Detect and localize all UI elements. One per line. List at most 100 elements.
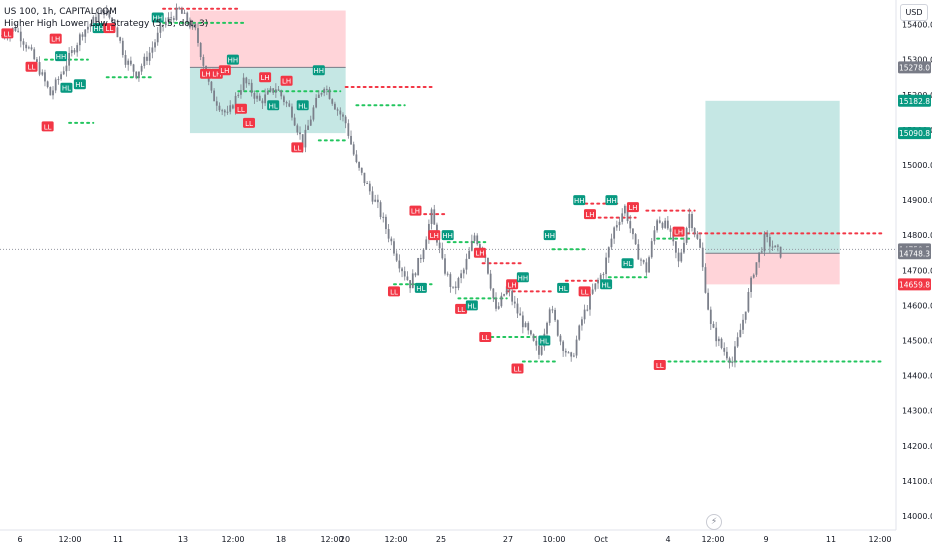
- pivot-label-ll: LL: [234, 103, 247, 114]
- candle-body: [597, 279, 599, 284]
- pivot-label-lh: LH: [218, 65, 231, 76]
- candle-body: [640, 259, 642, 261]
- pivot-label-hl: HL: [465, 300, 478, 311]
- candle-body: [269, 88, 272, 91]
- svg-text:14748.3: 14748.3: [899, 249, 930, 258]
- svg-text:HL: HL: [623, 260, 632, 268]
- price-tick: 14900.0: [902, 196, 932, 205]
- candle-body: [744, 311, 747, 320]
- candle-body: [371, 191, 374, 202]
- price-tick: 15400.0: [902, 21, 932, 30]
- candle-body: [752, 274, 755, 278]
- tradingview-logo-icon[interactable]: ⚡: [706, 514, 722, 530]
- candle-body: [760, 251, 763, 253]
- candle-body: [666, 220, 669, 229]
- candle-body: [175, 7, 178, 20]
- svg-text:LL: LL: [656, 362, 664, 370]
- candle-body: [664, 220, 667, 228]
- price-tick: 14800.0: [902, 231, 932, 240]
- pivot-label-hh: HH: [573, 195, 586, 206]
- candle-body: [779, 246, 782, 258]
- candle-body: [717, 338, 720, 342]
- candle-body: [417, 257, 420, 276]
- candle-body: [229, 105, 232, 112]
- candle-body: [521, 315, 524, 328]
- candle-body: [742, 319, 744, 330]
- candle-body: [709, 309, 712, 324]
- pivot-label-hl: HL: [557, 282, 570, 293]
- pivot-label-ll: LL: [578, 286, 591, 297]
- time-axis[interactable]: 6 12:00 11 13 12:00 18 12:00 20 12:00 25 27 10:00 Oc…: [0, 532, 932, 550]
- candle-body: [240, 90, 242, 95]
- pivot-label-ll: LL: [479, 331, 492, 342]
- svg-text:HH: HH: [93, 25, 104, 33]
- time-tick: 12:00: [58, 535, 82, 544]
- candle-body: [637, 244, 640, 260]
- svg-text:HL: HL: [62, 85, 71, 93]
- candle-body: [266, 90, 269, 95]
- candle-body: [81, 34, 84, 37]
- candle-body: [387, 229, 390, 239]
- candle-body: [750, 277, 752, 292]
- candle-body: [685, 227, 688, 243]
- candle-body: [317, 94, 320, 98]
- candle-body: [309, 119, 312, 126]
- price-tick: 15000.0: [902, 161, 932, 170]
- price-badge: 15182.8: [898, 94, 931, 107]
- candle-body: [715, 327, 718, 342]
- svg-text:HH: HH: [152, 15, 163, 23]
- svg-text:HH: HH: [228, 57, 239, 65]
- currency-button[interactable]: USD: [900, 4, 928, 21]
- candle-body: [382, 216, 385, 218]
- candle-body: [441, 248, 444, 259]
- candle-body: [57, 79, 60, 81]
- candle-body: [221, 110, 224, 112]
- time-tick: 12:00: [868, 535, 892, 544]
- candle-body: [594, 283, 597, 290]
- candle-body: [129, 60, 132, 65]
- candle-body: [194, 23, 197, 29]
- candle-body: [89, 24, 92, 27]
- svg-text:LL: LL: [581, 288, 589, 296]
- candle-body: [658, 220, 661, 223]
- svg-text:LH: LH: [585, 211, 594, 219]
- candle-body: [503, 294, 505, 296]
- candle-body: [511, 290, 514, 302]
- candle-body: [360, 167, 363, 173]
- price-badge: 14748.3: [898, 247, 931, 260]
- svg-text:LH: LH: [430, 232, 439, 240]
- candle-body: [586, 309, 589, 311]
- svg-text:LH: LH: [508, 281, 517, 289]
- candle-body: [519, 313, 522, 316]
- svg-text:LH: LH: [201, 71, 210, 79]
- candle-body: [473, 235, 476, 241]
- candle-body: [132, 64, 135, 72]
- pivot-label-hh: HH: [441, 230, 454, 241]
- candle-body: [189, 22, 191, 28]
- candle-body: [495, 298, 497, 309]
- svg-text:HL: HL: [602, 281, 611, 289]
- candle-body: [538, 345, 540, 355]
- candle-body: [564, 350, 567, 353]
- pivot-label-ll: LL: [1, 28, 14, 38]
- candle-body: [138, 71, 140, 79]
- candle-body: [183, 12, 186, 14]
- pivot-label-lh: LH: [506, 279, 519, 290]
- candle-body: [736, 337, 739, 347]
- svg-text:LL: LL: [481, 334, 489, 342]
- candle-body: [97, 14, 100, 23]
- pivot-label-ll: LL: [653, 360, 666, 371]
- candle-body: [76, 45, 79, 53]
- svg-text:15182.8: 15182.8: [899, 97, 930, 106]
- candle-body: [379, 202, 382, 217]
- candle-body: [280, 90, 283, 97]
- candle-body: [422, 249, 425, 260]
- candle-body: [723, 347, 726, 352]
- candle-body: [500, 295, 503, 307]
- pivot-label-hh: HH: [226, 54, 239, 65]
- candle-body: [452, 286, 454, 288]
- candle-body: [65, 65, 68, 72]
- candle-body: [135, 71, 138, 79]
